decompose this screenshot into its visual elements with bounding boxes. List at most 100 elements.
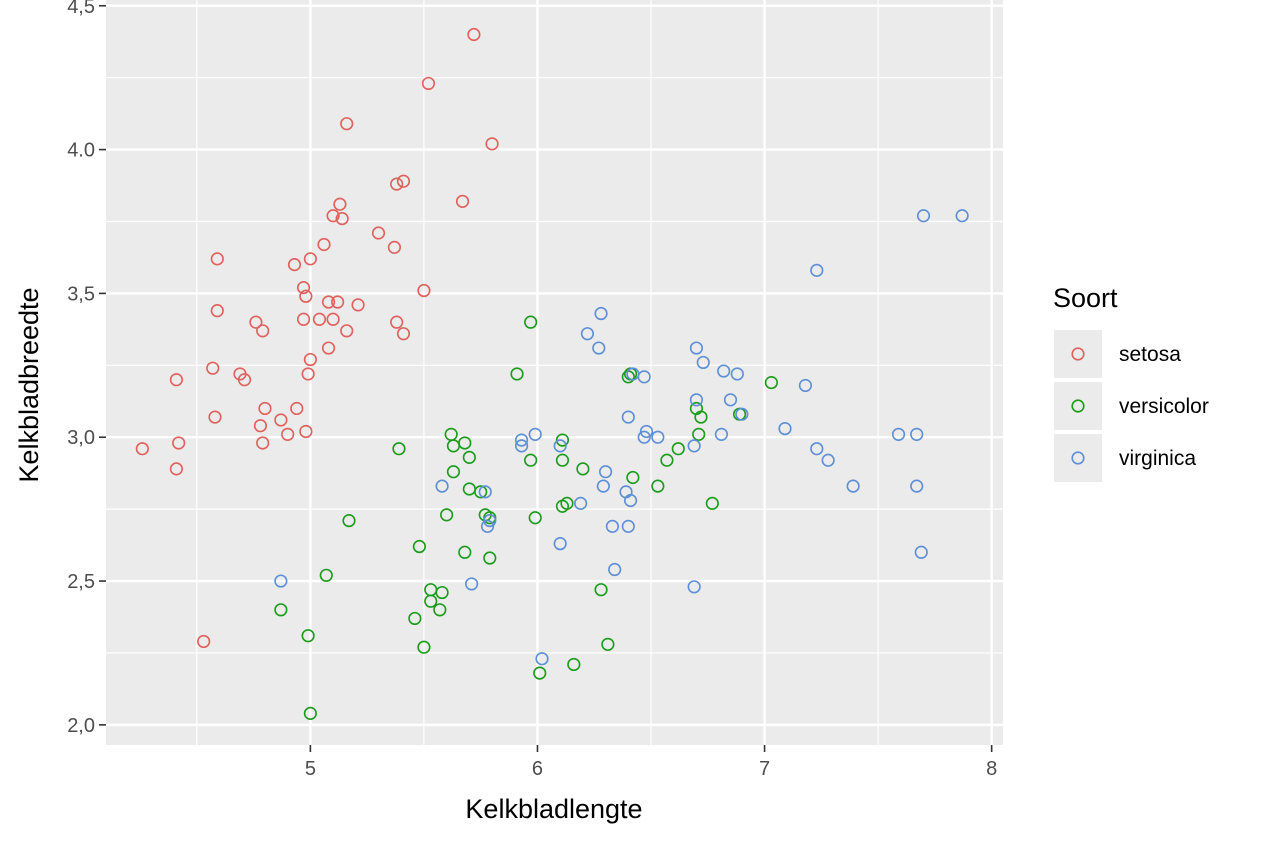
data-point-setosa	[312, 312, 327, 326]
x-axis-title: Kelkbladlengte	[465, 794, 642, 824]
data-point-virginica	[910, 479, 924, 493]
legend-marker-setosa	[1071, 347, 1085, 361]
data-point-versicolor	[446, 439, 461, 453]
data-point-versicolor	[435, 585, 449, 600]
data-point-virginica	[514, 433, 529, 447]
data-point-virginica	[435, 479, 449, 493]
data-point-setosa	[421, 76, 436, 91]
data-point-versicolor	[474, 485, 488, 499]
data-point-setosa	[331, 295, 345, 309]
data-point-virginica	[621, 410, 635, 424]
data-point-virginica	[626, 367, 640, 381]
y-axis: 2,0 2,5 3,0 3,5 4.0 4,5	[67, 0, 106, 737]
data-point-versicolor	[576, 462, 590, 476]
legend-marker-virginica	[1071, 451, 1085, 465]
data-point-virginica	[553, 537, 567, 551]
data-point-setosa	[351, 298, 365, 312]
data-point-versicolor	[692, 427, 706, 441]
data-point-versicolor	[555, 453, 570, 467]
data-point-virginica	[621, 519, 635, 533]
data-point-setosa	[396, 327, 411, 341]
y-tick-label: 2,0	[67, 715, 95, 737]
data-point-virginica	[778, 421, 792, 436]
data-point-versicolor	[528, 511, 542, 525]
data-point-virginica	[821, 453, 835, 467]
data-point-setosa	[303, 252, 317, 266]
y-tick-label: 3,5	[67, 283, 95, 305]
data-point-setosa	[299, 289, 313, 303]
data-point-virginica	[696, 355, 710, 370]
data-point-versicolor	[555, 433, 570, 447]
data-point-setosa	[197, 634, 211, 649]
data-point-virginica	[910, 427, 924, 441]
data-point-virginica	[480, 519, 495, 533]
data-point-versicolor	[601, 637, 615, 651]
data-point-versicolor	[417, 640, 431, 654]
data-point-virginica	[274, 574, 288, 588]
data-point-setosa	[321, 341, 336, 355]
data-point-setosa	[210, 252, 224, 266]
data-point-versicolor	[764, 375, 778, 390]
data-point-virginica	[955, 209, 969, 223]
data-point-virginica	[580, 327, 595, 341]
data-point-versicolor	[319, 568, 333, 582]
data-point-virginica	[689, 393, 704, 407]
data-point-setosa	[467, 27, 481, 42]
data-point-setosa	[210, 304, 224, 318]
data-point-setosa	[296, 281, 311, 295]
data-point-versicolor	[705, 496, 719, 510]
data-point-setosa	[258, 401, 272, 416]
data-point-virginica	[528, 427, 542, 441]
data-point-versicolor	[524, 453, 538, 467]
y-tick-label: 2,5	[67, 571, 95, 593]
data-point-versicolor	[694, 410, 708, 424]
x-axis: 5 6 7 8	[305, 745, 997, 780]
data-point-virginica	[535, 652, 549, 666]
grid-major	[106, 0, 1003, 745]
data-point-virginica	[810, 442, 824, 456]
data-point-virginica	[723, 393, 738, 407]
legend-marker-versicolor	[1071, 399, 1085, 413]
data-point-versicolor	[408, 611, 422, 626]
data-point-versicolor	[594, 583, 608, 597]
data-point-setosa	[340, 117, 354, 131]
data-point-virginica	[689, 341, 704, 355]
data-point-setosa	[317, 237, 331, 252]
data-point-virginica	[553, 439, 567, 453]
data-point-setosa	[208, 410, 222, 424]
data-point-virginica	[639, 424, 654, 439]
data-points	[135, 27, 969, 720]
data-point-setosa	[417, 283, 431, 298]
data-point-setosa	[135, 442, 149, 456]
data-point-virginica	[810, 263, 824, 277]
data-point-virginica	[605, 519, 620, 533]
y-tick-label: 4.0	[67, 140, 95, 162]
data-point-virginica	[735, 407, 749, 421]
x-tick-label: 8	[986, 758, 997, 780]
y-axis-title: Kelkbladbreedte	[14, 287, 44, 482]
data-point-setosa	[256, 436, 270, 450]
data-point-setosa	[281, 427, 295, 441]
data-point-setosa	[206, 361, 220, 375]
data-point-virginica	[714, 427, 729, 441]
x-tick-label: 7	[759, 758, 770, 780]
data-point-versicolor	[524, 315, 538, 329]
data-point-setosa	[172, 436, 186, 450]
data-point-versicolor	[626, 470, 640, 485]
data-point-virginica	[846, 479, 860, 493]
legend-key-versicolor	[1054, 382, 1102, 430]
data-point-setosa	[485, 137, 499, 151]
data-point-versicolor	[462, 450, 476, 464]
data-point-setosa	[340, 324, 354, 338]
legend: Soort setosa versicolor virginica	[1053, 283, 1209, 482]
data-point-versicolor	[651, 479, 665, 493]
data-point-versicolor	[440, 508, 454, 522]
y-tick-label: 4,5	[67, 0, 95, 18]
data-point-setosa	[321, 295, 336, 309]
data-point-versicolor	[567, 657, 581, 672]
data-point-setosa	[326, 312, 340, 326]
data-point-setosa	[253, 419, 268, 433]
data-point-setosa	[396, 174, 411, 188]
data-point-setosa	[335, 212, 349, 226]
data-point-virginica	[637, 430, 651, 444]
